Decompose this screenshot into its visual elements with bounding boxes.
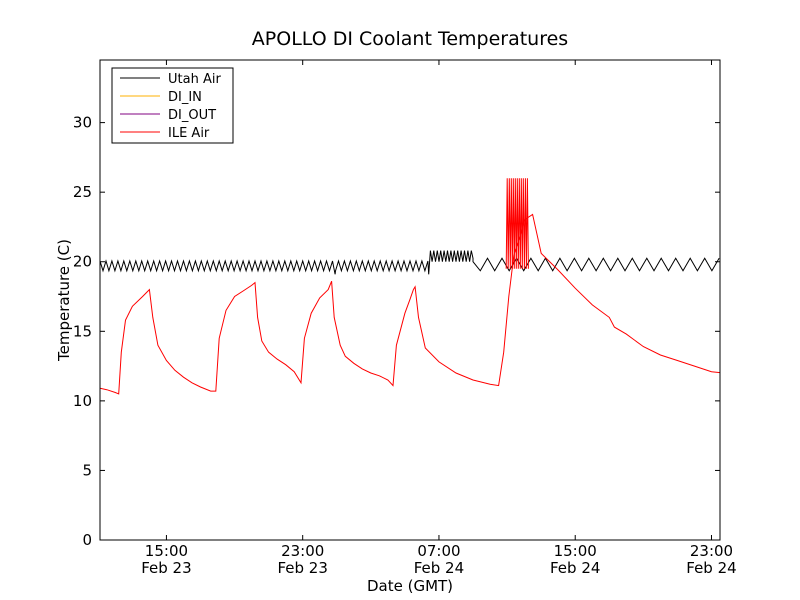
- x-tick-label-time: 07:00: [417, 542, 460, 560]
- legend: Utah Air DI_IN DI_OUT ILE Air: [111, 67, 234, 144]
- x-tick-label-date: Feb 24: [414, 559, 464, 577]
- x-tick-label-date: Feb 23: [141, 559, 191, 577]
- series-line-utah-air: [100, 250, 720, 275]
- x-tick-label-date: Feb 24: [686, 559, 736, 577]
- x-tick-label-time: 23:00: [690, 542, 733, 560]
- x-tick-label-time: 23:00: [281, 542, 324, 560]
- x-tick-label-date: Feb 24: [550, 559, 600, 577]
- y-tick-label: 0: [82, 531, 92, 549]
- y-tick-label: 15: [73, 322, 92, 340]
- y-tick-label: 25: [73, 183, 92, 201]
- legend-box: [111, 67, 234, 144]
- x-tick-label-time: 15:00: [145, 542, 188, 560]
- series-spikes-ile-air: [505, 178, 529, 269]
- series-line-ile-air: [100, 213, 720, 395]
- plot-frame: [99, 59, 721, 541]
- x-tick-label-date: Feb 23: [277, 559, 327, 577]
- x-axis-label: Date (GMT): [367, 577, 453, 595]
- chart-title: APOLLO DI Coolant Temperatures: [252, 28, 568, 50]
- y-tick-label: 20: [73, 253, 92, 271]
- y-tick-label: 5: [82, 461, 92, 479]
- y-axis-label: Temperature (C): [55, 239, 73, 362]
- legend-label-di-in: DI_IN: [168, 90, 202, 105]
- x-tick-label-time: 15:00: [554, 542, 597, 560]
- legend-label-utah-air: Utah Air: [168, 72, 221, 87]
- y-tick-label: 10: [73, 392, 92, 410]
- y-tick-label: 30: [73, 114, 92, 132]
- legend-label-di-out: DI_OUT: [168, 108, 216, 123]
- legend-label-ile-air: ILE Air: [168, 126, 210, 141]
- plot-area: [99, 59, 721, 541]
